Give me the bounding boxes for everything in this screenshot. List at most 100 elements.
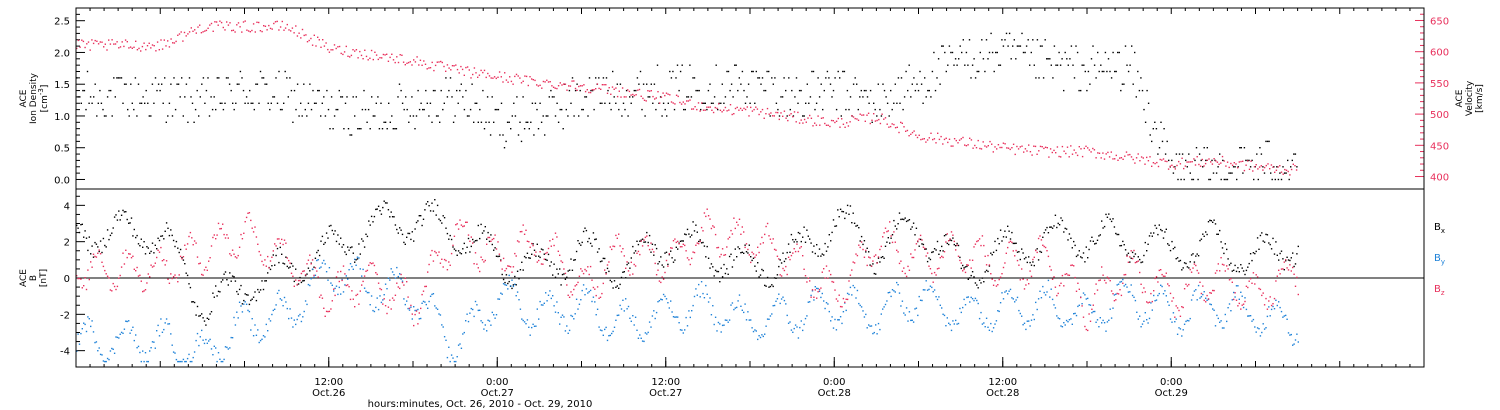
velocity-point [251,29,253,32]
density-point [835,108,838,111]
field-point [201,273,203,276]
velocity-point [1263,166,1266,169]
velocity-point [879,122,882,125]
field-point [1205,231,1207,233]
field-point [283,263,286,265]
field-point [345,284,347,287]
field-point [639,240,641,242]
field-point [967,296,969,298]
velocity-point [135,40,137,42]
density-point [649,96,651,98]
field-point [884,303,887,306]
field-point [974,282,977,284]
field-point [1285,260,1287,262]
field-point [380,301,383,304]
velocity-point [625,96,627,98]
field-point [1220,241,1222,243]
density-point [1070,45,1073,47]
field-point [292,265,294,267]
field-point [556,301,558,303]
field-point [1231,270,1233,272]
density-point [473,121,475,123]
field-point [1130,250,1132,252]
velocity-point [133,46,135,48]
density-point [1061,58,1063,60]
density-point [812,70,815,73]
field-point [1144,312,1146,314]
velocity-point [1154,162,1156,165]
field-point [1047,279,1050,282]
density-point [877,83,879,85]
density-point [97,102,99,104]
velocity-point [632,93,634,96]
density-point [880,115,883,117]
field-point [348,249,350,251]
field-point [1021,315,1023,317]
field-point [275,304,277,306]
field-point [369,262,371,264]
field-point [1261,232,1263,234]
field-point [681,329,683,331]
velocity-point [1055,152,1057,154]
field-point [1196,269,1198,272]
velocity-point [716,107,718,110]
field-point [802,236,804,238]
field-point [104,244,106,247]
field-point [706,208,708,210]
field-point [414,228,416,230]
velocity-point [739,107,742,110]
density-point [1212,172,1215,174]
field-point [389,299,391,301]
field-point [1165,228,1167,230]
field-point [379,295,381,297]
density-point [973,58,975,60]
field-point [1161,230,1163,232]
field-point [455,224,457,226]
field-point [1021,268,1023,270]
field-point [345,275,347,277]
field-point [191,237,193,239]
field-point [1105,213,1107,216]
field-point [700,242,703,244]
velocity-point [1295,169,1298,171]
field-point [449,264,451,266]
field-point [932,281,934,283]
field-point [349,263,352,265]
field-point [758,335,760,337]
velocity-point [470,77,472,79]
density-point [434,89,436,92]
field-point [1186,319,1189,322]
field-point [860,235,863,238]
field-point [267,272,269,274]
field-point [1084,261,1086,263]
field-point [824,277,826,279]
density-point [445,77,447,79]
velocity-point [1006,147,1008,149]
field-point [324,315,326,317]
density-point [1178,153,1181,155]
field-point [498,255,501,257]
density-point [1226,178,1229,181]
density-point [1280,178,1283,181]
field-point [387,277,390,279]
field-point [1276,275,1278,277]
field-point [1179,328,1182,330]
field-point [313,266,315,268]
field-point [1018,264,1020,266]
density-point [1239,147,1241,149]
field-point [866,264,868,267]
field-point [660,298,662,300]
density-point [1078,89,1080,92]
field-point [634,265,637,267]
field-point [144,352,147,354]
x-tick-time: 12:00 [988,377,1017,388]
field-point [1240,264,1242,266]
density-point [326,89,328,92]
field-point [820,287,822,289]
field-point [893,290,895,292]
velocity-point [659,102,661,104]
density-point [193,121,195,123]
field-point [532,243,534,245]
velocity-point [1220,162,1222,164]
density-point [102,108,104,111]
